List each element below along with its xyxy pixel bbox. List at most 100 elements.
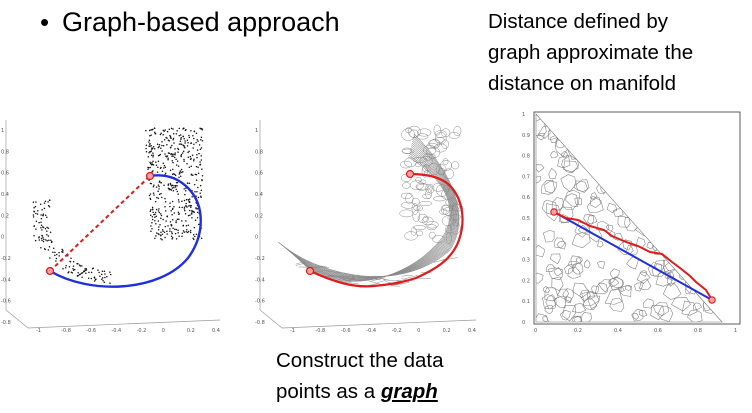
data-point <box>171 187 174 189</box>
mesh-cell <box>690 236 699 244</box>
data-point <box>159 133 162 136</box>
data-point <box>187 198 190 201</box>
data-point <box>189 209 191 212</box>
data-point <box>153 148 156 150</box>
x-tick-label: -0.2 <box>137 328 147 334</box>
data-point <box>193 183 196 186</box>
data-point <box>164 210 167 212</box>
data-point <box>152 152 154 154</box>
data-point <box>85 267 87 270</box>
data-point <box>164 153 166 155</box>
data-point <box>183 208 186 210</box>
data-point <box>167 157 169 160</box>
data-point <box>162 162 165 164</box>
data-point <box>184 129 187 132</box>
data-point <box>174 184 177 187</box>
data-point <box>175 228 178 231</box>
data-point <box>153 127 156 130</box>
right-annotation-line-1: Distance defined by <box>488 10 669 33</box>
mesh-cell <box>425 147 441 159</box>
data-point <box>47 235 50 237</box>
mesh-cell <box>451 161 460 170</box>
mesh-cell <box>432 235 445 244</box>
mesh-cell <box>688 126 703 144</box>
mesh-cell <box>413 225 426 231</box>
data-point <box>41 229 43 231</box>
data-point <box>160 132 162 134</box>
mesh-cell <box>580 124 593 138</box>
mesh-cell <box>706 212 719 226</box>
data-point <box>184 193 186 196</box>
data-point <box>189 155 192 158</box>
data-point <box>196 208 199 210</box>
data-point <box>151 163 154 166</box>
mesh-edge <box>368 280 382 285</box>
data-point <box>145 147 147 150</box>
data-point <box>173 205 175 208</box>
data-point <box>201 140 204 142</box>
data-point <box>40 221 42 224</box>
mesh-cell <box>542 316 549 322</box>
data-point <box>169 147 172 149</box>
mesh-cell <box>685 216 697 227</box>
data-point <box>199 161 201 163</box>
data-point <box>155 223 157 225</box>
data-point <box>152 145 155 148</box>
mesh-cell <box>445 232 452 245</box>
data-point <box>76 275 79 277</box>
mesh-cell <box>600 170 616 184</box>
data-point <box>151 128 153 131</box>
mesh-cell <box>711 192 719 200</box>
data-point <box>180 168 183 171</box>
data-point <box>155 164 158 166</box>
data-point <box>150 150 153 152</box>
data-point <box>170 231 173 233</box>
mesh-cell <box>545 264 556 272</box>
y-tick-label: 1 <box>522 112 525 118</box>
data-point <box>149 193 152 195</box>
mesh-cell <box>639 129 656 146</box>
mesh-edge <box>403 275 418 280</box>
data-point <box>193 226 196 229</box>
data-point <box>158 211 161 214</box>
data-point <box>151 206 154 209</box>
y-tick-label: 0 <box>1 235 4 241</box>
data-point <box>184 189 187 192</box>
data-point <box>168 140 171 142</box>
data-point <box>172 133 175 135</box>
mesh-cell <box>625 245 638 255</box>
data-point <box>172 168 174 171</box>
data-point <box>200 128 202 130</box>
mesh-cell <box>583 259 591 269</box>
data-point <box>187 142 189 144</box>
data-point <box>90 277 93 280</box>
data-point <box>166 233 168 235</box>
data-point <box>200 159 203 161</box>
data-point <box>184 209 186 212</box>
data-point <box>188 134 190 137</box>
data-point <box>76 262 78 265</box>
data-point <box>47 249 50 251</box>
mesh-cell <box>590 155 599 165</box>
mesh-cell <box>407 125 421 138</box>
data-point <box>197 140 199 142</box>
mesh-cell <box>697 117 707 126</box>
data-point <box>42 226 45 229</box>
data-point <box>37 210 39 212</box>
data-point <box>185 224 188 227</box>
mesh-cell <box>639 270 647 277</box>
data-point <box>185 204 187 207</box>
data-point <box>192 134 194 137</box>
data-point <box>157 146 160 149</box>
mesh-edge <box>320 265 330 268</box>
data-point <box>161 233 164 236</box>
mesh-cell <box>703 231 717 245</box>
mesh-cell <box>665 152 679 164</box>
mesh-cell <box>570 255 582 266</box>
mesh-edge <box>312 266 327 269</box>
data-point <box>155 208 158 211</box>
data-point <box>177 229 179 232</box>
data-point <box>163 231 166 233</box>
data-point <box>58 251 60 254</box>
data-point <box>149 197 151 200</box>
